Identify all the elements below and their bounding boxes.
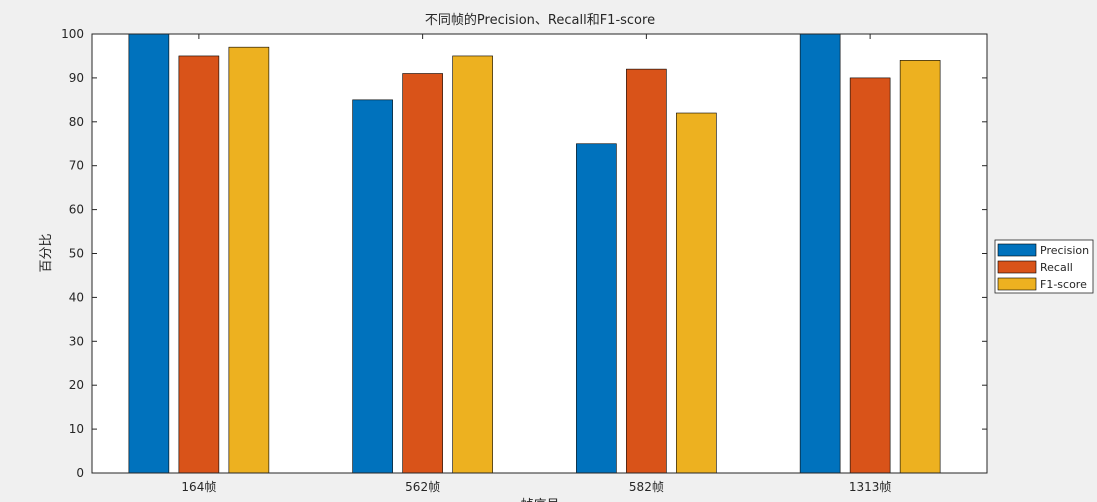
- x-tick-label: 164帧: [181, 480, 216, 494]
- y-tick-label: 50: [69, 247, 84, 261]
- y-tick-label: 10: [69, 422, 84, 436]
- legend-swatch: [997, 277, 1037, 291]
- legend-swatch: [997, 260, 1037, 274]
- y-tick-label: 30: [69, 334, 84, 348]
- legend-label: F1-score: [1040, 278, 1087, 291]
- bar: [899, 60, 941, 474]
- bar: [228, 46, 270, 474]
- legend-label: Precision: [1040, 244, 1089, 257]
- y-tick-label: 100: [61, 27, 84, 41]
- bar: [452, 55, 493, 474]
- x-tick-label: 1313帧: [849, 480, 892, 494]
- y-tick-label: 90: [69, 71, 84, 85]
- bar: [676, 112, 717, 474]
- y-tick-label: 20: [69, 378, 84, 392]
- y-tick-label: 60: [69, 203, 84, 217]
- bar: [626, 68, 667, 474]
- chart-title: 不同帧的Precision、Recall和F1-score: [425, 12, 655, 28]
- bar: [128, 33, 170, 474]
- bar: [799, 33, 841, 474]
- legend-label: Recall: [1040, 261, 1073, 274]
- y-axis-label: 百分比: [39, 233, 54, 272]
- axes-box: [91, 33, 988, 474]
- bar: [576, 143, 617, 474]
- y-tick-label: 80: [69, 115, 84, 129]
- y-tick-label: 70: [69, 159, 84, 173]
- y-tick-label: 40: [69, 290, 84, 304]
- x-tick-label: 562帧: [405, 480, 440, 494]
- x-tick-label: 582帧: [629, 480, 664, 494]
- legend-swatch: [997, 243, 1037, 257]
- y-tick-label: 0: [76, 466, 84, 480]
- bar: [352, 99, 393, 474]
- x-axis-label: 帧序号: [520, 498, 559, 502]
- bar: [849, 77, 891, 474]
- bar: [402, 73, 443, 474]
- bar: [178, 55, 220, 474]
